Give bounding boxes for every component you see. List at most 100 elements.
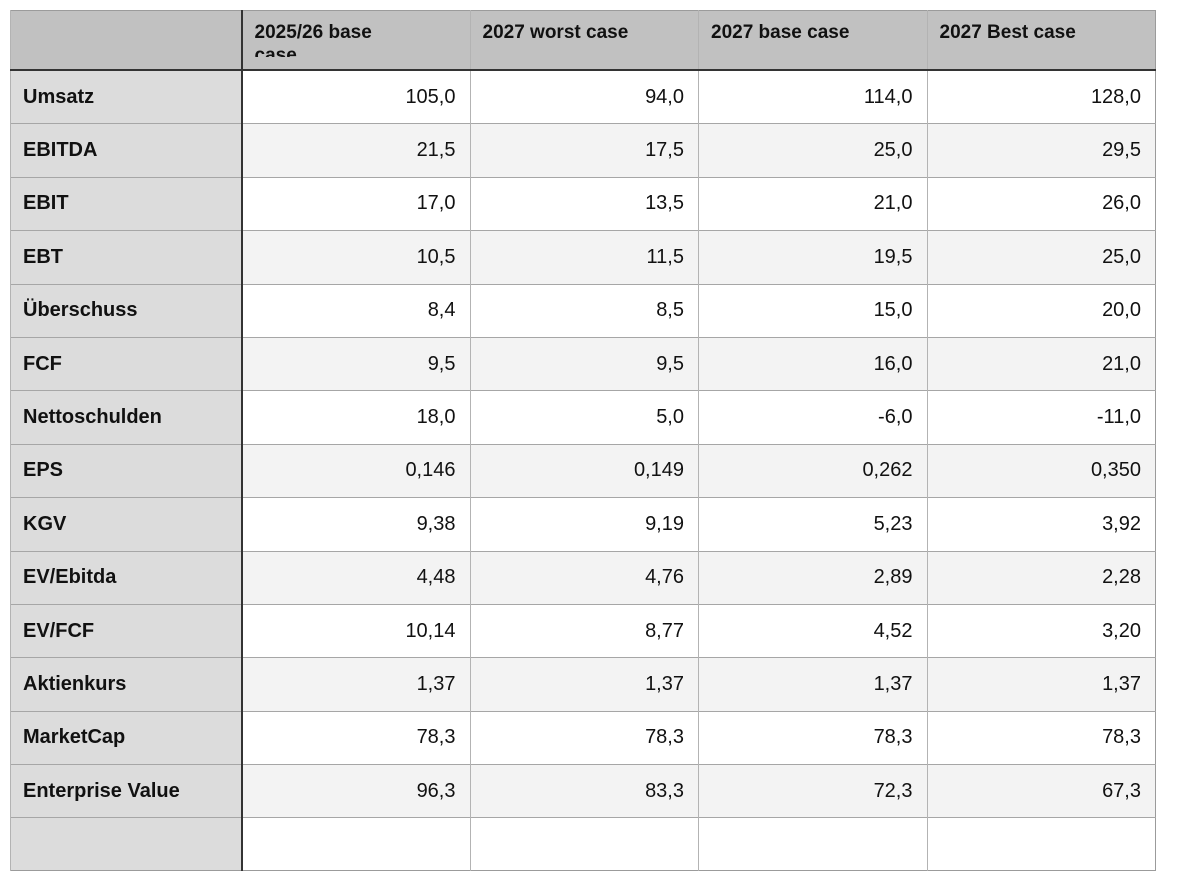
- cell-2027-worst-case: 8,77: [469, 603, 699, 658]
- header-label: 2025/26 base case: [254, 22, 372, 57]
- row-label: EPS: [10, 443, 243, 498]
- cell-2027-best-case: 78,3: [926, 710, 1156, 765]
- cell-empty: [698, 817, 927, 871]
- table-row: MarketCap 78,3 78,3 78,3 78,3: [10, 710, 1156, 765]
- cell-2027-best-case: 67,3: [926, 764, 1156, 818]
- table-row: Enterprise Value 96,3 83,3 72,3 67,3: [10, 764, 1156, 818]
- cell-2027-best-case: 128,0: [926, 69, 1156, 124]
- header-label: 2027 worst case: [482, 22, 629, 43]
- cell-2025-26-base-case: 4,48: [241, 550, 470, 605]
- row-label: Überschuss: [10, 283, 243, 338]
- cell-2025-26-base-case: 21,5: [241, 123, 470, 178]
- cell-2027-base-case: 114,0: [698, 69, 927, 124]
- cell-2025-26-base-case: 78,3: [241, 710, 470, 765]
- cell-2025-26-base-case: 1,37: [241, 657, 470, 712]
- cell-2027-best-case: 20,0: [926, 283, 1156, 338]
- cell-2027-base-case: 4,52: [698, 603, 927, 658]
- cell-2025-26-base-case: 9,5: [241, 336, 470, 391]
- cell-2025-26-base-case: 10,5: [241, 230, 470, 285]
- cell-2027-best-case: 25,0: [926, 230, 1156, 285]
- cell-2027-base-case: 0,262: [698, 443, 927, 498]
- header-col-2027-best-case: 2027 Best case: [926, 10, 1156, 71]
- cell-2027-best-case: 3,20: [926, 603, 1156, 658]
- header-col-2027-base-case: 2027 base case: [698, 10, 927, 71]
- cell-2027-best-case: 2,28: [926, 550, 1156, 605]
- cell-2027-best-case: 3,92: [926, 497, 1156, 552]
- cell-2027-base-case: -6,0: [698, 390, 927, 445]
- header-corner-label: [23, 21, 229, 57]
- cell-2027-worst-case: 13,5: [469, 176, 699, 231]
- cell-2027-base-case: 2,89: [698, 550, 927, 605]
- cell-empty: [241, 817, 470, 871]
- cell-2027-worst-case: 9,19: [469, 497, 699, 552]
- cell-2027-worst-case: 1,37: [469, 657, 699, 712]
- cell-2027-best-case: -11,0: [926, 390, 1156, 445]
- row-label: FCF: [10, 336, 243, 391]
- row-label-empty: [10, 817, 243, 871]
- row-label: MarketCap: [10, 710, 243, 765]
- table-row: EBT 10,5 11,5 19,5 25,0: [10, 230, 1156, 285]
- table-body-partial: [10, 817, 1156, 871]
- cell-empty: [469, 817, 699, 871]
- row-label: EBIT: [10, 176, 243, 231]
- row-label: Aktienkurs: [10, 657, 243, 712]
- row-label: Nettoschulden: [10, 390, 243, 445]
- cell-2027-base-case: 16,0: [698, 336, 927, 391]
- cell-2027-base-case: 72,3: [698, 764, 927, 818]
- table-body: Umsatz 105,0 94,0 114,0 128,0 EBITDA 21,…: [10, 69, 1156, 818]
- row-label: Umsatz: [10, 69, 243, 124]
- table-row: EV/FCF 10,14 8,77 4,52 3,20: [10, 603, 1156, 658]
- table-row: EPS 0,146 0,149 0,262 0,350: [10, 443, 1156, 498]
- cell-2025-26-base-case: 105,0: [241, 69, 470, 124]
- cell-2027-base-case: 15,0: [698, 283, 927, 338]
- table-row: Überschuss 8,4 8,5 15,0 20,0: [10, 283, 1156, 338]
- cell-2027-best-case: 26,0: [926, 176, 1156, 231]
- cell-2025-26-base-case: 0,146: [241, 443, 470, 498]
- cell-2027-best-case: 0,350: [926, 443, 1156, 498]
- cell-2027-best-case: 29,5: [926, 123, 1156, 178]
- row-label: EBT: [10, 230, 243, 285]
- scenario-table: 2025/26 base case 2027 worst case 2027 b…: [10, 10, 1156, 871]
- cell-2025-26-base-case: 18,0: [241, 390, 470, 445]
- cell-2027-worst-case: 17,5: [469, 123, 699, 178]
- table-row: EV/Ebitda 4,48 4,76 2,89 2,28: [10, 550, 1156, 605]
- cell-2027-base-case: 78,3: [698, 710, 927, 765]
- cell-2027-worst-case: 0,149: [469, 443, 699, 498]
- row-label: EV/FCF: [10, 603, 243, 658]
- cell-2027-base-case: 19,5: [698, 230, 927, 285]
- header-row: 2025/26 base case 2027 worst case 2027 b…: [10, 10, 1156, 71]
- header-col-2027-worst-case: 2027 worst case: [469, 10, 699, 71]
- table-row-partial: [10, 817, 1156, 871]
- cell-2027-best-case: 21,0: [926, 336, 1156, 391]
- row-label: KGV: [10, 497, 243, 552]
- table-row: EBITDA 21,5 17,5 25,0 29,5: [10, 123, 1156, 178]
- cell-2027-best-case: 1,37: [926, 657, 1156, 712]
- cell-2025-26-base-case: 10,14: [241, 603, 470, 658]
- cell-2027-base-case: 21,0: [698, 176, 927, 231]
- table-row: Nettoschulden 18,0 5,0 -6,0 -11,0: [10, 390, 1156, 445]
- cell-2027-worst-case: 5,0: [469, 390, 699, 445]
- cell-2027-worst-case: 8,5: [469, 283, 699, 338]
- cell-2027-worst-case: 94,0: [469, 69, 699, 124]
- cell-empty: [926, 817, 1156, 871]
- table-header: 2025/26 base case 2027 worst case 2027 b…: [10, 10, 1156, 71]
- cell-2025-26-base-case: 8,4: [241, 283, 470, 338]
- cell-2027-worst-case: 11,5: [469, 230, 699, 285]
- cell-2027-worst-case: 78,3: [469, 710, 699, 765]
- header-label: 2027 base case: [711, 22, 850, 43]
- cell-2025-26-base-case: 96,3: [241, 764, 470, 818]
- cell-2027-base-case: 25,0: [698, 123, 927, 178]
- table-row: Umsatz 105,0 94,0 114,0 128,0: [10, 69, 1156, 124]
- header-label: 2027 Best case: [939, 22, 1076, 43]
- cell-2025-26-base-case: 17,0: [241, 176, 470, 231]
- table-row: KGV 9,38 9,19 5,23 3,92: [10, 497, 1156, 552]
- cell-2027-worst-case: 9,5: [469, 336, 699, 391]
- cell-2027-worst-case: 83,3: [469, 764, 699, 818]
- cell-2027-base-case: 5,23: [698, 497, 927, 552]
- row-label: EV/Ebitda: [10, 550, 243, 605]
- cell-2027-base-case: 1,37: [698, 657, 927, 712]
- table-row: FCF 9,5 9,5 16,0 21,0: [10, 336, 1156, 391]
- table-row: EBIT 17,0 13,5 21,0 26,0: [10, 176, 1156, 231]
- row-label: EBITDA: [10, 123, 243, 178]
- table-row: Aktienkurs 1,37 1,37 1,37 1,37: [10, 657, 1156, 712]
